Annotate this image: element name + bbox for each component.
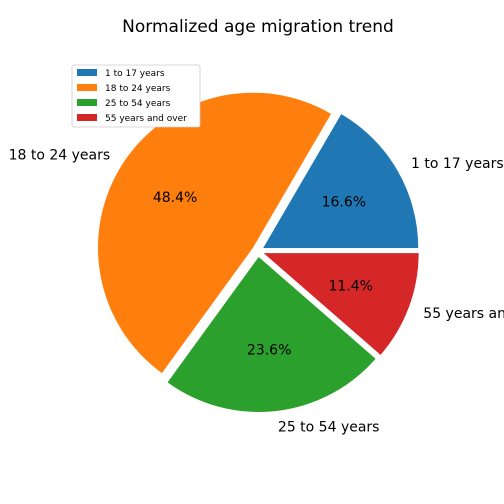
legend-swatch-25-to-54-years (77, 99, 97, 106)
pie-slice-25-to-54-years (167, 256, 376, 412)
legend-label-25-to-54-years: 25 to 54 years (105, 99, 171, 109)
outer-label-18-to-24-years: 18 to 24 years (9, 148, 111, 164)
pct-label-18-to-24-years: 48.4% (153, 190, 197, 206)
pie-labels: 16.6% 1 to 17 years 48.4% 18 to 24 years 23.… (9, 148, 504, 436)
chart-title: Normalized age migration trend (122, 17, 394, 37)
legend: 1 to 17 years 18 to 24 years 25 to 54 year… (71, 64, 201, 128)
legend-swatch-18-to-24-years (77, 84, 97, 91)
outer-label-55-years-and-over: 55 years and over (423, 306, 504, 322)
pct-label-1-to-17-years: 16.6% (322, 195, 366, 211)
outer-label-25-to-54-years: 25 to 54 years (278, 419, 380, 435)
legend-swatch-55-years-and-over (77, 114, 97, 121)
pie-slice-1-to-17-years (263, 114, 419, 249)
legend-frame (71, 64, 201, 128)
pct-label-55-years-and-over: 11.4% (328, 279, 372, 295)
legend-label-1-to-17-years: 1 to 17 years (105, 69, 165, 79)
pct-label-25-to-54-years: 23.6% (247, 342, 291, 358)
pie-slices (97, 92, 419, 412)
legend-swatch-1-to-17-years (77, 69, 97, 76)
outer-label-1-to-17-years: 1 to 17 years (411, 156, 504, 172)
legend-label-18-to-24-years: 18 to 24 years (105, 84, 171, 94)
legend-label-55-years-and-over: 55 years and over (105, 114, 187, 124)
pie-slice-18-to-24-years (97, 92, 332, 374)
pie-slice-55-years-and-over (263, 253, 419, 355)
